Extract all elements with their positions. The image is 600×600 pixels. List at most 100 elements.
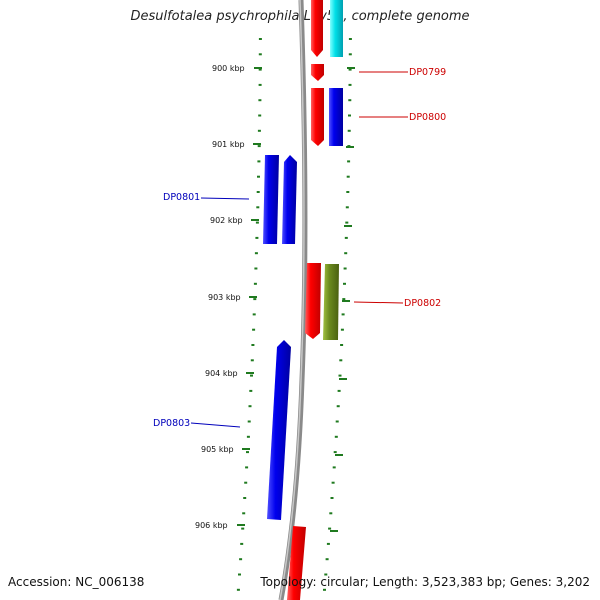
gene-arrow-bottom-red[interactable] <box>287 526 306 600</box>
gene-arrow-dp0801-b[interactable] <box>282 155 297 244</box>
genome-backbone <box>278 0 308 600</box>
minor-tick-right <box>348 99 352 102</box>
minor-tick-right <box>341 313 345 316</box>
kbp-label-902: 902 kbp <box>210 216 243 225</box>
minor-tick-right <box>337 389 341 392</box>
gene-arrow-dp0800-blue[interactable] <box>329 88 343 146</box>
callout-line-dp0801 <box>200 197 250 200</box>
minor-tick-right <box>326 542 330 545</box>
minor-tick-right <box>342 298 346 301</box>
minor-tick-left <box>258 53 262 56</box>
minor-tick-left <box>252 328 256 331</box>
minor-tick-left <box>253 298 257 301</box>
minor-tick-left <box>236 588 240 591</box>
minor-tick-left <box>257 160 261 163</box>
gene-arrow-top-red[interactable] <box>311 0 323 57</box>
minor-tick-left <box>257 145 261 148</box>
gene-label-dp0803[interactable]: DP0803 <box>153 418 190 429</box>
minor-tick-right <box>338 374 342 377</box>
minor-tick-left <box>258 114 262 117</box>
gene-arrow-dp0803[interactable] <box>267 340 291 520</box>
minor-tick-left <box>255 236 259 239</box>
left-tick-rail <box>236 38 262 591</box>
gene-arrow-dp0801-a[interactable] <box>263 155 279 244</box>
kbp-label-900: 900 kbp <box>212 64 245 73</box>
minor-tick-right <box>334 435 338 438</box>
minor-tick-right <box>343 282 346 285</box>
kbp-label-906: 906 kbp <box>195 521 228 530</box>
minor-tick-right <box>333 451 337 454</box>
minor-tick-right <box>348 68 352 71</box>
kbp-scale: 900 kbp 901 kbp 902 kbp 903 kbp 904 kbp … <box>195 64 262 530</box>
accession-text: Accession: NC_006138 <box>8 575 145 589</box>
minor-tick-left <box>247 420 251 423</box>
minor-tick-left <box>246 451 249 454</box>
minor-tick-left <box>245 466 249 469</box>
kbp-label-903: 903 kbp <box>208 293 241 302</box>
topology-text: Topology: circular; Length: 3,523,383 bp… <box>260 575 590 589</box>
minor-tick-left <box>249 389 253 392</box>
minor-tick-left <box>248 405 252 408</box>
minor-tick-left <box>238 573 241 576</box>
gene-label-dp0801[interactable]: DP0801 <box>163 192 200 203</box>
minor-tick-left <box>254 252 258 255</box>
gene-arrow-top-cyan[interactable] <box>330 0 343 57</box>
callout-line-dp0802 <box>353 301 404 304</box>
minor-tick-right <box>345 206 349 209</box>
minor-tick-right <box>324 573 328 576</box>
kbp-label-904: 904 kbp <box>205 369 238 378</box>
minor-tick-left <box>256 191 260 193</box>
minor-tick-right <box>325 558 329 561</box>
gene-label-dp0799[interactable]: DP0799 <box>409 67 446 78</box>
minor-tick-right <box>348 114 351 117</box>
minor-tick-right <box>336 405 340 408</box>
minor-tick-left <box>251 344 255 346</box>
minor-tick-right <box>347 160 351 163</box>
gene-arrow-dp0802-red[interactable] <box>305 263 321 339</box>
gene-label-dp0800[interactable]: DP0800 <box>409 112 446 123</box>
minor-tick-right <box>335 420 339 423</box>
minor-tick-left <box>250 374 253 377</box>
minor-tick-left <box>239 558 243 561</box>
minor-tick-left <box>258 68 262 71</box>
minor-tick-right <box>340 328 344 331</box>
minor-tick-left <box>240 542 244 545</box>
minor-tick-left <box>258 38 262 40</box>
gene-arrow-dp0799[interactable] <box>311 64 324 81</box>
minor-tick-right <box>330 497 334 499</box>
gene-label-dp0802[interactable]: DP0802 <box>404 298 441 309</box>
minor-tick-left <box>257 175 260 178</box>
minor-tick-left <box>243 497 247 499</box>
kbp-label-901: 901 kbp <box>212 140 245 149</box>
gene-arrow-dp0800-red[interactable] <box>311 88 324 146</box>
minor-tick-left <box>242 512 246 515</box>
minor-tick-right <box>347 129 351 132</box>
minor-tick-right <box>339 359 343 362</box>
minor-tick-right <box>348 53 352 56</box>
minor-tick-left <box>252 313 256 316</box>
minor-tick-right <box>323 588 326 591</box>
minor-tick-right <box>346 175 350 178</box>
minor-tick-left <box>255 221 259 224</box>
minor-tick-left <box>254 267 258 270</box>
minor-tick-right <box>340 344 344 346</box>
gene-arrow-dp0802-olive[interactable] <box>323 264 339 340</box>
minor-tick-right <box>348 83 352 86</box>
minor-tick-right <box>332 466 336 469</box>
minor-tick-left <box>246 435 250 438</box>
minor-tick-left <box>250 359 254 362</box>
minor-tick-right <box>346 191 350 193</box>
minor-tick-left <box>244 481 248 484</box>
minor-tick-right <box>343 267 347 270</box>
minor-tick-right <box>329 512 333 515</box>
genome-backbone-highlight <box>279 0 305 600</box>
minor-tick-left <box>257 129 261 132</box>
minor-tick-left <box>256 206 260 209</box>
minor-tick-left <box>253 282 257 285</box>
minor-tick-left <box>258 99 262 102</box>
callout-line-dp0803 <box>190 422 241 428</box>
minor-tick-left <box>241 527 245 530</box>
right-major-ticks <box>330 67 355 532</box>
minor-tick-right <box>331 481 335 484</box>
